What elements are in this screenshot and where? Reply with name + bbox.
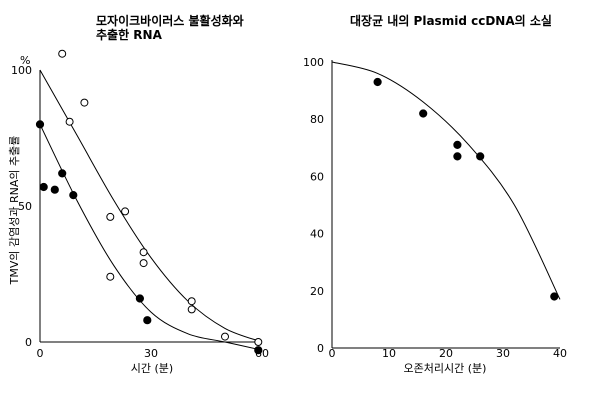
filled-circle-point [50,185,59,194]
open-circle-point [121,207,130,216]
y-tick-label: 0 [317,342,324,355]
open-circle-point [221,332,229,341]
y-tick-label: 100 [11,64,32,77]
chart-title-line-1: 모자이크바이러스 불활성화와 [96,13,244,28]
x-tick-label: 20 [439,347,453,360]
filled-circle-point [373,77,382,87]
y-unit-label: % [20,54,30,67]
x-axis-label: 오존처리시간 (분) [404,362,487,375]
filled-circle-point [35,120,45,129]
y-tick-label: 20 [310,285,324,298]
x-axis-label: 시간 (분) [131,362,173,375]
filled-circle-point [69,191,78,200]
filled-circle-point [143,316,152,325]
open-circle-point [80,98,89,107]
open-circle-point [106,272,115,281]
filled-circle-point [453,152,462,161]
series-0-fit-curve [39,69,263,343]
y-tick-label: 40 [310,228,324,241]
x-tick-label: 0 [329,347,336,360]
filled-circle-point [550,292,559,301]
y-tick-label: 60 [310,170,324,183]
chart-plasmid-ccdna-loss: 대장균 내의 Plasmid ccDNA의 소실 오존처리시간 (분) 0 10 2… [303,13,567,375]
y-tick-label: 100 [303,56,324,69]
open-circle-point [65,117,74,126]
x-tick-label: 0 [37,347,44,360]
chart-tmv-inactivation: 모자이크바이러스 불활성화와 추출한 RNA % TMV의 감염성과 RNA의 … [8,13,269,375]
chart-title: 대장균 내의 Plasmid ccDNA의 소실 [350,13,552,28]
open-circle-point [58,49,67,58]
open-circle-point [187,305,196,314]
open-circle-point [254,338,263,346]
filled-circle-point [419,109,428,118]
open-circle-point [139,248,148,257]
y-tick-label: 80 [310,113,324,126]
filled-circle-point [58,169,67,178]
x-tick-label: 30 [496,347,510,360]
filled-circle-point [39,182,48,192]
open-circle-point [139,259,148,268]
open-circle-point [106,212,115,221]
y-axis-label: TMV의 감염성과 RNA의 추출률 [8,136,21,286]
series-0-fit-curve [331,61,561,300]
x-tick-label: 40 [553,347,567,360]
filled-circle-point [254,346,263,355]
chart-title-line-2: 추출한 RNA [96,27,163,42]
x-tick-label: 10 [382,347,396,360]
filled-circle-point [453,140,462,149]
x-tick-label: 30 [144,347,158,360]
open-circle-point [187,297,196,306]
y-tick-label: 0 [25,336,32,349]
y-tick-label: 50 [18,200,32,213]
series-1-fit-curve [39,124,263,351]
filled-circle-point [135,294,144,303]
filled-circle-point [476,152,485,161]
